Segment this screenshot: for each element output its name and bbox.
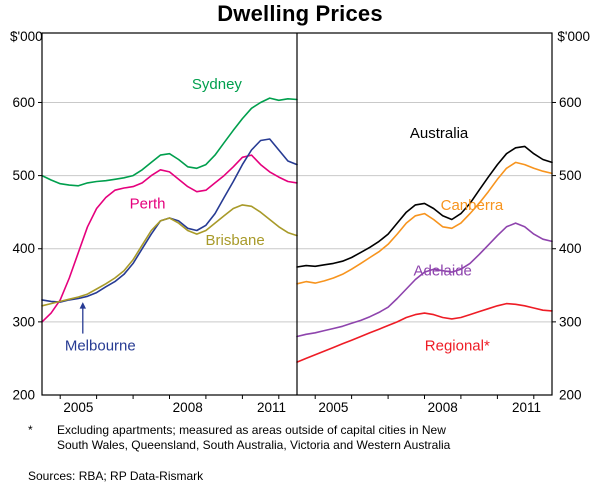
x-tick-label: 2005: [318, 400, 348, 415]
footnote: * Excluding apartments; measured as area…: [28, 423, 469, 453]
x-tick-label: 2005: [63, 400, 93, 415]
y-tick-label-right: 500: [559, 168, 582, 183]
x-tick-label: 2011: [257, 400, 286, 415]
series-line-sydney: [41, 97, 298, 187]
y-tick-label-left: 500: [12, 168, 35, 183]
y-tick-label-left: 200: [12, 388, 35, 403]
series-line-australia: [296, 145, 553, 268]
series-line-canberra: [296, 161, 553, 285]
series-label-melbourne: Melbourne: [65, 337, 136, 354]
chart-title: Dwelling Prices: [217, 1, 383, 26]
series-line-perth: [41, 154, 298, 323]
footnote-text: Excluding apartments; measured as areas …: [57, 423, 451, 452]
series-line-adelaide: [296, 222, 553, 338]
x-tick-label: 2011: [512, 400, 541, 415]
y-tick-label-right: 600: [559, 95, 582, 110]
y-axis-unit-left: $'000: [10, 29, 43, 44]
footnote-marker: *: [28, 423, 33, 437]
y-tick-label-right: 200: [559, 388, 582, 403]
x-tick-label: 2008: [173, 400, 203, 415]
series-label-canberra: Canberra: [441, 197, 504, 214]
y-tick-label-right: 400: [559, 241, 582, 256]
y-tick-label-left: 300: [12, 314, 35, 329]
melbourne-arrowhead: [79, 302, 86, 309]
series-line-brisbane: [41, 204, 298, 307]
sources-line: Sources: RBA; RP Data-Rismark: [28, 469, 204, 483]
series-label-perth: Perth: [130, 195, 166, 212]
series-label-brisbane: Brisbane: [205, 232, 264, 249]
series-label-adelaide: Adelaide: [414, 263, 472, 280]
series-label-sydney: Sydney: [192, 76, 243, 93]
series-label-australia: Australia: [410, 125, 469, 142]
y-tick-label-right: 300: [559, 314, 582, 329]
y-tick-label-left: 400: [12, 241, 35, 256]
chart-svg: 200 200 300 300 400 400 500 500 600 600 2005 2008 20…: [10, 29, 590, 415]
series-line-regional: [296, 302, 553, 363]
y-tick-label-left: 600: [12, 95, 35, 110]
series-label-regional: Regional*: [425, 337, 490, 354]
y-axis-unit-right: $'000: [557, 29, 590, 44]
x-tick-label: 2008: [428, 400, 458, 415]
